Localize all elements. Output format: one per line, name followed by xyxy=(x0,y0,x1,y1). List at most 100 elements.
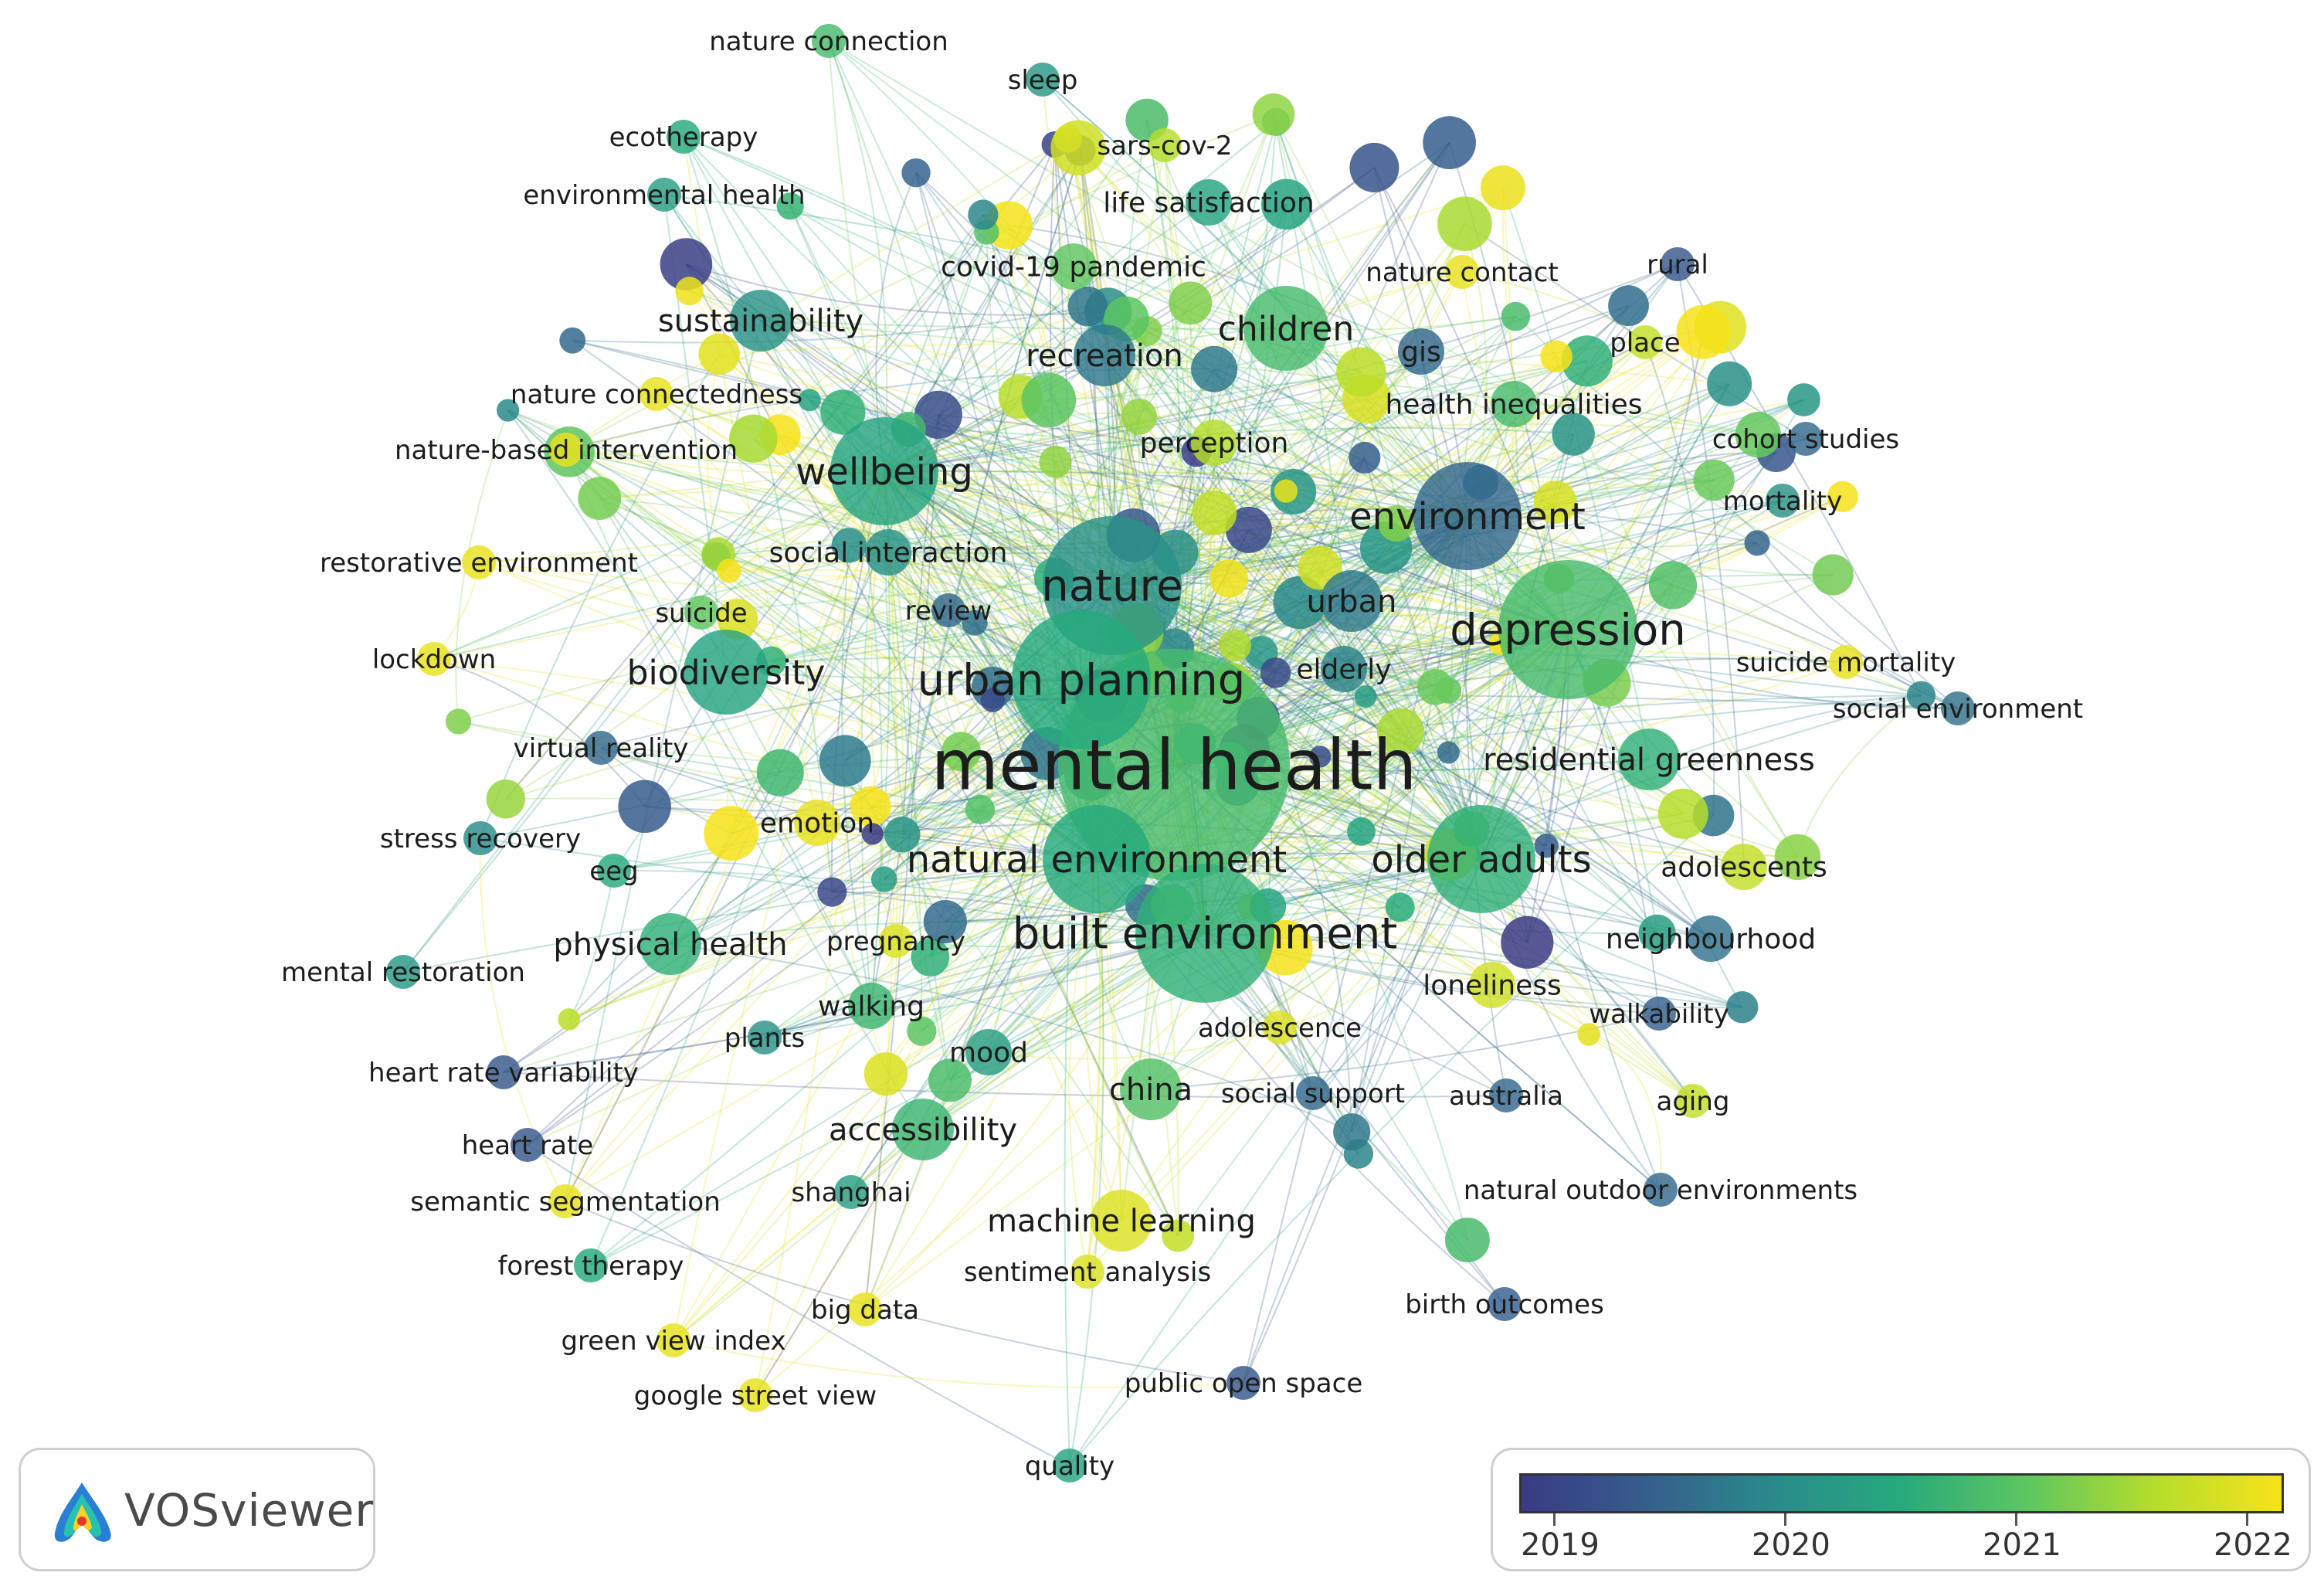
term-node-walkability[interactable] xyxy=(1642,997,1676,1031)
term-label-adolescents[interactable]: adolescents xyxy=(1661,852,1827,884)
term-node-australia[interactable] xyxy=(1489,1078,1523,1112)
term-label-sars-cov-2[interactable]: sars-cov-2 xyxy=(1097,131,1232,161)
term-label-children[interactable]: children xyxy=(1218,309,1355,348)
term-label-covid-19-pandemic[interactable]: covid-19 pandemic xyxy=(941,252,1206,284)
term-node-cohort-studies[interactable] xyxy=(1789,422,1823,456)
term-node-semantic-segmentation[interactable] xyxy=(548,1184,582,1218)
term-label-cohort-studies[interactable]: cohort studies xyxy=(1712,424,1899,455)
term-label-recreation[interactable]: recreation xyxy=(1026,338,1182,374)
term-node-sleep[interactable] xyxy=(1026,63,1060,97)
term-label-mortality[interactable]: mortality xyxy=(1723,486,1842,517)
term-node-children[interactable] xyxy=(1243,286,1328,371)
term-node-environment[interactable] xyxy=(1413,462,1522,570)
term-label-environmental-health[interactable]: environmental health xyxy=(523,180,805,211)
term-node-sustainability[interactable] xyxy=(730,290,792,352)
term-label-stress-recovery[interactable]: stress recovery xyxy=(380,824,581,854)
term-label-public-open-space[interactable]: public open space xyxy=(1125,1368,1363,1399)
term-node-life-satisfaction[interactable] xyxy=(1186,179,1232,226)
term-label-nature-connection[interactable]: nature connection xyxy=(709,26,948,57)
term-label-health-inequalities[interactable]: health inequalities xyxy=(1385,389,1642,421)
term-node-nature-connection[interactable] xyxy=(812,24,846,58)
term-label-mood[interactable]: mood xyxy=(949,1038,1028,1069)
term-node-review[interactable] xyxy=(931,593,965,627)
term-node-nature-connectedness[interactable] xyxy=(640,377,673,411)
term-node-aging[interactable] xyxy=(1676,1084,1710,1118)
term-label-restorative-environment[interactable]: restorative environment xyxy=(320,548,638,579)
term-label-depression[interactable]: depression xyxy=(1450,606,1685,656)
term-label-social-environment[interactable]: social environment xyxy=(1833,694,2083,725)
term-node-plants[interactable] xyxy=(748,1021,782,1055)
term-label-life-satisfaction[interactable]: life satisfaction xyxy=(1103,188,1314,219)
term-node-pregnancy[interactable] xyxy=(879,924,913,958)
term-label-pregnancy[interactable]: pregnancy xyxy=(826,926,965,957)
term-node-google-street-view[interactable] xyxy=(738,1378,772,1412)
term-label-perception[interactable]: perception xyxy=(1140,428,1289,460)
term-node-ecotherapy[interactable] xyxy=(667,120,701,154)
term-node-social-environment[interactable] xyxy=(1941,691,1975,725)
term-node-lockdown[interactable] xyxy=(417,642,451,676)
term-label-loneliness[interactable]: loneliness xyxy=(1423,970,1561,1002)
term-node-rural[interactable] xyxy=(1661,247,1695,281)
term-node-mortality[interactable] xyxy=(1766,484,1800,518)
term-label-older-adults[interactable]: older adults xyxy=(1371,838,1591,881)
term-node-machine-learning[interactable] xyxy=(1091,1190,1152,1252)
term-node-biodiversity[interactable] xyxy=(684,630,768,715)
term-label-gis[interactable]: gis xyxy=(1401,337,1441,369)
term-node-public-open-space[interactable] xyxy=(1226,1366,1260,1400)
term-label-review[interactable]: review xyxy=(905,596,992,627)
term-label-residential-greenness[interactable]: residential greenness xyxy=(1483,742,1815,778)
term-label-natural-environment[interactable]: natural environment xyxy=(907,838,1288,881)
term-node-natural-environment[interactable] xyxy=(1043,805,1151,913)
term-node-built-environment[interactable] xyxy=(1135,864,1274,1003)
term-label-quality[interactable]: quality xyxy=(1025,1451,1115,1482)
term-label-rural[interactable]: rural xyxy=(1647,250,1708,280)
term-label-google-street-view[interactable]: google street view xyxy=(634,1381,877,1411)
term-label-elderly[interactable]: elderly xyxy=(1296,654,1391,686)
term-node-green-view-index[interactable] xyxy=(656,1323,690,1357)
term-label-birth-outcomes[interactable]: birth outcomes xyxy=(1405,1289,1604,1320)
term-node-quality[interactable] xyxy=(1053,1449,1087,1483)
term-node-urban-planning[interactable] xyxy=(1012,610,1151,749)
term-node-neighbourhood[interactable] xyxy=(1688,915,1734,962)
term-label-emotion[interactable]: emotion xyxy=(760,808,874,840)
term-label-adolescence[interactable]: adolescence xyxy=(1198,1013,1362,1044)
term-label-big-data[interactable]: big data xyxy=(811,1295,919,1326)
term-node-sentiment-analysis[interactable] xyxy=(1070,1255,1104,1289)
term-node-suicide[interactable] xyxy=(684,596,718,630)
term-node-recreation[interactable] xyxy=(1074,324,1135,386)
term-label-nature-based-intervention[interactable]: nature-based intervention xyxy=(395,435,738,466)
term-node-loneliness[interactable] xyxy=(1469,962,1515,1008)
term-label-social-interaction[interactable]: social interaction xyxy=(769,538,1008,569)
term-label-sleep[interactable]: sleep xyxy=(1008,65,1078,96)
term-node-virtual-reality[interactable] xyxy=(584,731,618,765)
term-label-environment[interactable]: environment xyxy=(1349,495,1586,538)
term-node-social-support[interactable] xyxy=(1296,1076,1330,1110)
term-node-china[interactable] xyxy=(1120,1058,1182,1120)
term-node-emotion[interactable] xyxy=(794,800,840,846)
term-label-suicide-mortality[interactable]: suicide mortality xyxy=(1736,647,1956,678)
term-node-suicide-mortality[interactable] xyxy=(1829,645,1863,679)
term-label-biodiversity[interactable]: biodiversity xyxy=(627,653,826,692)
term-node-environmental-health[interactable] xyxy=(647,178,681,212)
term-node-eeg[interactable] xyxy=(597,854,631,888)
term-label-walkability[interactable]: walkability xyxy=(1589,999,1729,1030)
term-node-residential-greenness[interactable] xyxy=(1618,729,1680,790)
term-label-nature-connectedness[interactable]: nature connectedness xyxy=(511,379,802,410)
term-node-perception[interactable] xyxy=(1191,419,1237,466)
term-node-mood[interactable] xyxy=(965,1029,1012,1075)
term-label-forest-therapy[interactable]: forest therapy xyxy=(497,1251,684,1282)
term-node-shanghai[interactable] xyxy=(834,1175,868,1209)
term-label-mental-health[interactable]: mental health xyxy=(931,725,1416,807)
term-node-forest-therapy[interactable] xyxy=(574,1248,608,1282)
term-label-heart-rate-variability[interactable]: heart rate variability xyxy=(368,1058,639,1089)
term-node-gis[interactable] xyxy=(1398,328,1444,375)
term-label-heart-rate[interactable]: heart rate xyxy=(462,1130,593,1161)
term-node-heart-rate-variability[interactable] xyxy=(487,1055,521,1089)
term-label-wellbeing[interactable]: wellbeing xyxy=(796,450,973,494)
term-label-urban[interactable]: urban xyxy=(1306,584,1396,620)
term-label-plants[interactable]: plants xyxy=(724,1023,805,1054)
term-node-place[interactable] xyxy=(1628,325,1662,359)
term-label-walking[interactable]: walking xyxy=(818,991,925,1023)
term-label-lockdown[interactable]: lockdown xyxy=(372,644,496,675)
term-node-natural-outdoor-environments[interactable] xyxy=(1644,1173,1678,1207)
